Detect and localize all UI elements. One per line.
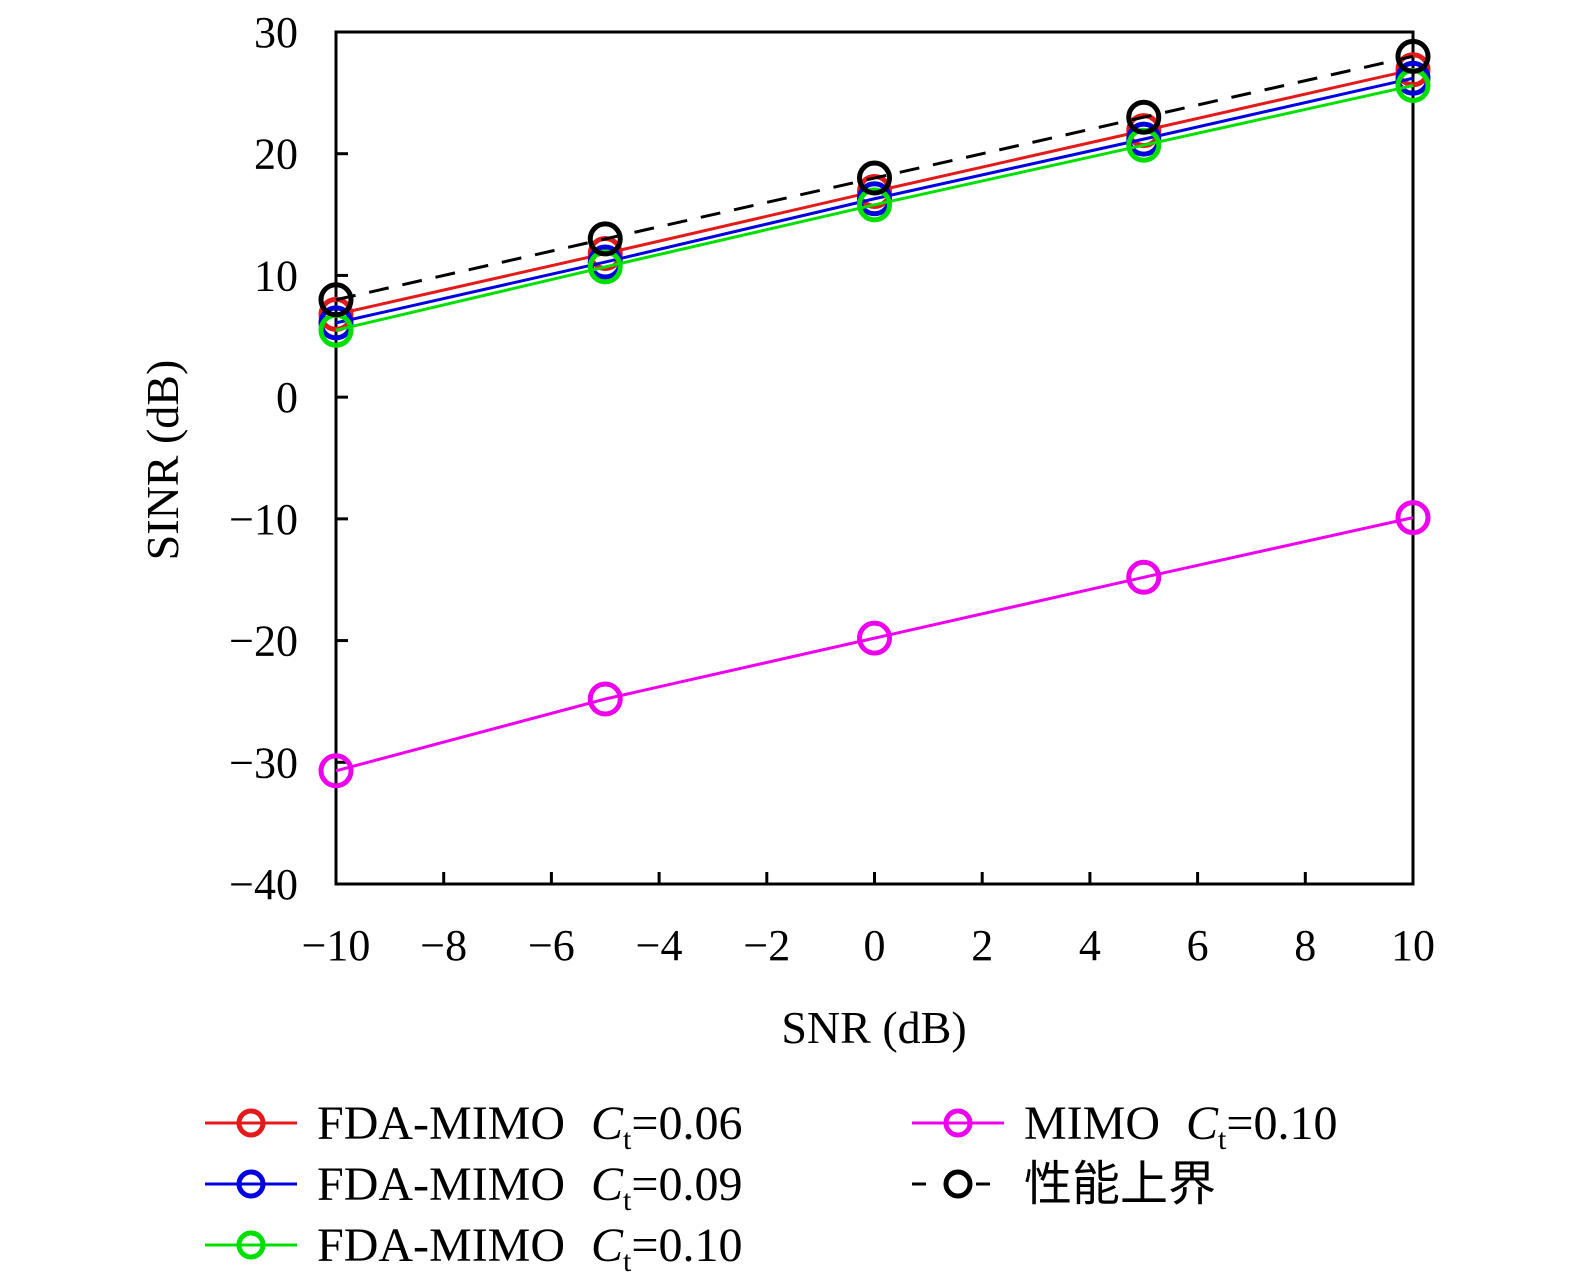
y-tick-label: 30 (254, 8, 298, 57)
x-tick-label: 0 (864, 921, 886, 970)
series-2 (318, 68, 1431, 348)
legend-label: MIMO Ct=0.10 (1024, 1097, 1337, 1156)
legend-entry: FDA-MIMO Ct=0.09 (205, 1158, 742, 1217)
y-tick-label: −10 (229, 495, 298, 544)
series-3 (318, 500, 1431, 789)
legend-entry: MIMO Ct=0.10 (912, 1097, 1337, 1156)
series-line (335, 516, 1414, 773)
data-point-marker (318, 282, 354, 318)
plot-frame (334, 30, 1415, 886)
data-point-marker (1126, 559, 1162, 595)
series-line (335, 54, 1414, 302)
legend-label: FDA-MIMO Ct=0.09 (317, 1158, 742, 1217)
y-tick-label: 20 (254, 130, 298, 179)
x-tick-label: 8 (1294, 921, 1316, 970)
data-point-marker (318, 753, 354, 789)
data-point-marker (857, 160, 892, 196)
x-tick-label: −10 (302, 921, 371, 970)
data-point-marker (857, 620, 892, 656)
y-tick-label: −30 (229, 738, 298, 787)
legend-entry: FDA-MIMO Ct=0.06 (205, 1097, 742, 1156)
data-point-marker (1395, 38, 1431, 74)
series-4 (318, 38, 1431, 318)
legend-label: FDA-MIMO Ct=0.10 (317, 1219, 742, 1278)
legend-entry: FDA-MIMO Ct=0.10 (205, 1219, 742, 1278)
y-tick-label: 0 (276, 373, 298, 422)
series-line (335, 76, 1414, 325)
y-tick-label: −40 (229, 860, 298, 909)
legend-label: FDA-MIMO Ct=0.06 (317, 1097, 742, 1156)
x-tick-label: −8 (420, 921, 467, 970)
x-tick-label: −6 (528, 921, 575, 970)
legend-marker (236, 1169, 266, 1199)
series-line (335, 84, 1414, 332)
x-tick-label: 2 (971, 921, 993, 970)
y-tick-label: −20 (229, 617, 298, 666)
x-tick-label: 4 (1079, 921, 1101, 970)
data-point-marker (1126, 99, 1162, 135)
series-layer (318, 38, 1431, 789)
y-tick-label: 10 (254, 251, 298, 300)
legend-marker (236, 1230, 266, 1260)
x-tick-label: 6 (1187, 921, 1209, 970)
legend-marker (943, 1108, 973, 1138)
data-point-marker (587, 681, 623, 717)
data-point-marker (587, 221, 623, 257)
legend-label: 性能上界 (1024, 1158, 1216, 1211)
data-point-marker (1395, 500, 1431, 536)
data-point-marker (857, 187, 892, 223)
x-tick-label: −4 (636, 921, 683, 970)
x-axis-label: SNR (dB) (781, 1002, 966, 1053)
legend-marker (236, 1108, 266, 1138)
x-tick-label: 10 (1391, 921, 1435, 970)
y-axis-label: SINR (dB) (137, 360, 188, 561)
legend-entry: 性能上界 (912, 1158, 1216, 1211)
x-tick-label: −2 (743, 921, 790, 970)
legend-marker (943, 1169, 973, 1199)
